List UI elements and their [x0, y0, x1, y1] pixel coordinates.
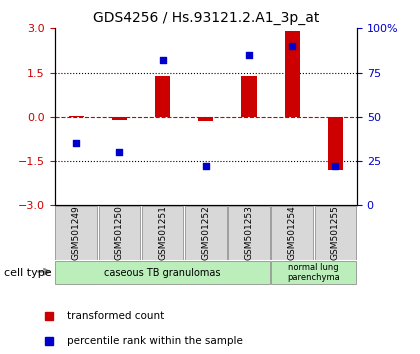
- FancyBboxPatch shape: [271, 206, 313, 259]
- FancyBboxPatch shape: [315, 206, 356, 259]
- FancyBboxPatch shape: [142, 206, 184, 259]
- FancyBboxPatch shape: [185, 206, 226, 259]
- Bar: [112, 117, 127, 120]
- Bar: [285, 31, 300, 117]
- Point: [246, 52, 252, 58]
- FancyBboxPatch shape: [55, 206, 97, 259]
- Text: GSM501250: GSM501250: [115, 205, 124, 260]
- FancyBboxPatch shape: [99, 206, 140, 259]
- FancyBboxPatch shape: [228, 206, 270, 259]
- Point: [159, 57, 166, 63]
- FancyBboxPatch shape: [55, 261, 270, 285]
- Bar: [155, 75, 170, 117]
- Bar: [241, 75, 257, 117]
- Text: percentile rank within the sample: percentile rank within the sample: [67, 336, 243, 346]
- Text: transformed count: transformed count: [67, 311, 164, 321]
- Text: GSM501253: GSM501253: [244, 205, 254, 260]
- Point: [289, 43, 296, 49]
- Point: [73, 141, 79, 146]
- Point: [202, 164, 209, 169]
- Text: GSM501252: GSM501252: [201, 205, 210, 260]
- Text: GSM501251: GSM501251: [158, 205, 167, 260]
- Bar: [68, 116, 84, 117]
- FancyBboxPatch shape: [271, 261, 356, 285]
- Text: cell type: cell type: [4, 268, 52, 278]
- Text: GSM501255: GSM501255: [331, 205, 340, 260]
- Bar: [328, 117, 343, 170]
- Bar: [198, 117, 213, 121]
- Text: GSM501254: GSM501254: [288, 205, 297, 260]
- Title: GDS4256 / Hs.93121.2.A1_3p_at: GDS4256 / Hs.93121.2.A1_3p_at: [93, 11, 319, 24]
- Point: [332, 164, 339, 169]
- Text: caseous TB granulomas: caseous TB granulomas: [104, 268, 221, 278]
- Point: [116, 149, 123, 155]
- Text: normal lung
parenchyma: normal lung parenchyma: [287, 263, 340, 282]
- Text: GSM501249: GSM501249: [72, 205, 81, 260]
